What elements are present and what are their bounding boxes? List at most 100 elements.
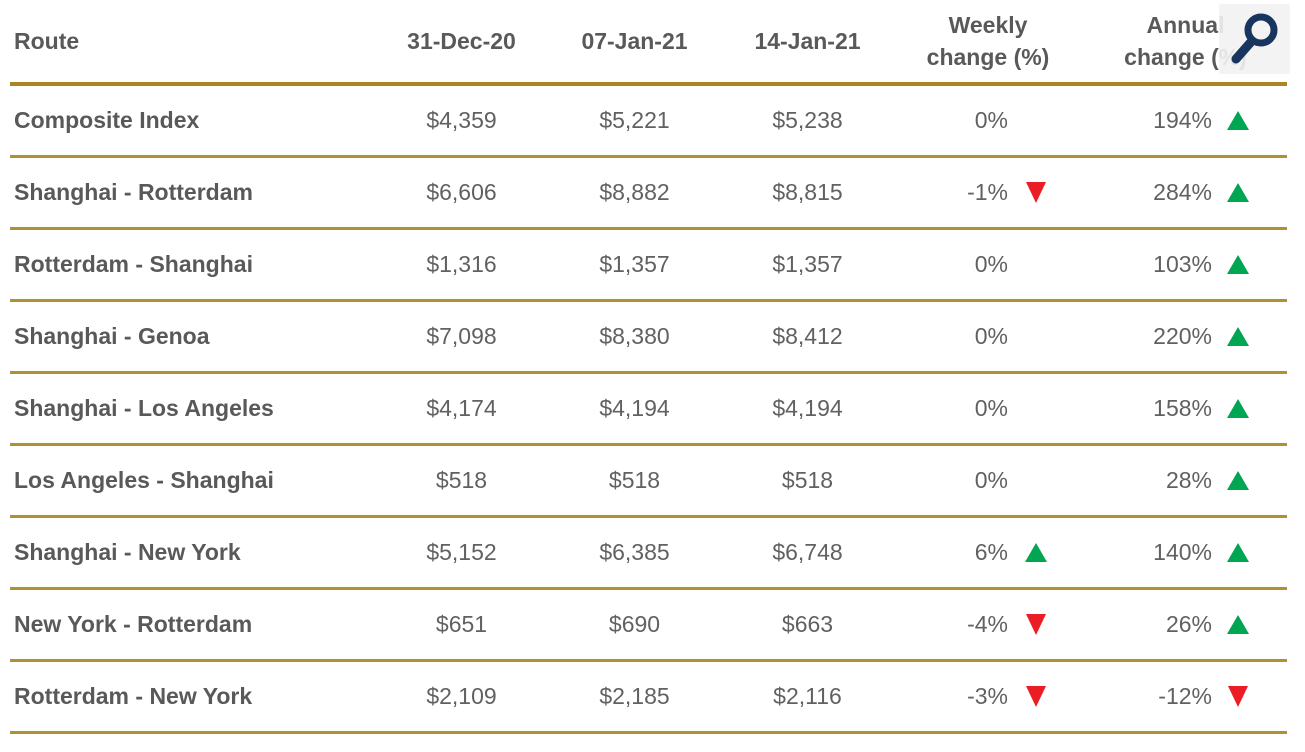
price-cell-3: $518 [781,467,834,493]
route-cell: Shanghai - Rotterdam [14,179,253,205]
weekly-change-cell: 0% [894,251,1060,278]
annual-trend-slot [1227,615,1249,634]
weekly-change-cell: -3% [894,683,1060,710]
weekly-change-cell: 0% [894,323,1060,350]
price-cell-2: $8,380 [599,323,670,349]
route-cell: Rotterdam - Shanghai [14,251,253,277]
price-cell-1: $5,152 [426,539,497,565]
column-header-date-2: 07-Jan-21 [581,27,688,54]
trend-down-icon [1026,614,1046,635]
trend-down-icon [1026,182,1046,203]
table-row: Rotterdam - New York $2,109 $2,185 $2,11… [10,662,1287,734]
weekly-change-cell: 0% [894,107,1060,134]
route-cell: Rotterdam - New York [14,683,253,709]
weekly-change-value: 0% [974,107,1008,133]
price-cell-2: $5,221 [599,107,670,133]
weekly-change-cell: -1% [894,179,1060,206]
trend-up-icon [1025,543,1047,562]
trend-up-icon [1227,543,1249,562]
annual-change-value: 28% [1165,467,1212,493]
price-cell-3: $1,357 [772,251,843,277]
annual-trend-slot [1227,471,1249,490]
price-cell-1: $1,316 [426,251,497,277]
price-cell-2: $2,185 [599,683,670,709]
annual-change-value: 26% [1165,611,1212,637]
annual-change-value: 220% [1153,323,1212,349]
annual-change-cell: 26% [1060,611,1287,638]
weekly-trend-slot [1025,614,1047,635]
trend-down-icon [1228,686,1248,707]
price-cell-2: $690 [608,611,661,637]
price-cell-1: $518 [435,467,488,493]
price-cell-3: $6,748 [772,539,843,565]
column-header-weekly-change: Weekly change (%) [894,9,1060,73]
annual-change-cell: 284% [1060,179,1287,206]
table-row: New York - Rotterdam $651 $690 $663 -4% … [10,590,1287,662]
weekly-header-line1: Weekly [948,12,1028,38]
annual-change-value: 284% [1153,179,1212,205]
trend-down-icon [1026,686,1046,707]
trend-up-icon [1227,471,1249,490]
table-header-row: Route 31-Dec-20 07-Jan-21 14-Jan-21 Week… [10,0,1287,86]
annual-trend-slot [1227,686,1249,707]
price-cell-2: $8,882 [599,179,670,205]
annual-change-value: 140% [1153,539,1212,565]
route-cell: Shanghai - Los Angeles [14,395,274,421]
annual-change-value: -12% [1158,683,1212,709]
table-row: Rotterdam - Shanghai $1,316 $1,357 $1,35… [10,230,1287,302]
trend-up-icon [1227,399,1249,418]
table-row: Shanghai - Los Angeles $4,174 $4,194 $4,… [10,374,1287,446]
price-cell-2: $518 [608,467,661,493]
weekly-change-value: 0% [974,467,1008,493]
price-cell-3: $8,815 [772,179,843,205]
trend-up-icon [1227,183,1249,202]
annual-change-cell: 220% [1060,323,1287,350]
column-header-date-1: 31-Dec-20 [407,27,516,54]
table-body: Composite Index $4,359 $5,221 $5,238 0% … [10,86,1287,734]
weekly-change-value: 0% [974,251,1008,277]
annual-header-line1: Annual [1146,12,1225,38]
route-cell: Composite Index [14,107,200,133]
price-cell-3: $5,238 [772,107,843,133]
table-row: Shanghai - New York $5,152 $6,385 $6,748… [10,518,1287,590]
weekly-trend-slot [1025,543,1047,562]
price-cell-3: $8,412 [772,323,843,349]
weekly-header-line2: change (%) [926,44,1050,70]
annual-trend-slot [1227,543,1249,562]
price-cell-1: $4,359 [426,107,497,133]
weekly-change-cell: 0% [894,467,1060,494]
annual-trend-slot [1227,255,1249,274]
column-header-route: Route [14,27,80,54]
trend-up-icon [1227,615,1249,634]
trend-up-icon [1227,111,1249,130]
price-cell-3: $663 [781,611,834,637]
route-cell: Shanghai - New York [14,539,241,565]
annual-trend-slot [1227,111,1249,130]
annual-trend-slot [1227,327,1249,346]
weekly-change-value: -4% [967,611,1008,637]
weekly-change-cell: -4% [894,611,1060,638]
price-cell-1: $6,606 [426,179,497,205]
price-cell-1: $2,109 [426,683,497,709]
annual-change-cell: -12% [1060,683,1287,710]
route-cell: Los Angeles - Shanghai [14,467,274,493]
annual-change-value: 194% [1153,107,1212,133]
weekly-change-cell: 0% [894,395,1060,422]
trend-up-icon [1227,255,1249,274]
annual-trend-slot [1227,399,1249,418]
price-cell-1: $7,098 [426,323,497,349]
annual-change-value: 158% [1153,395,1212,421]
annual-change-value: 103% [1153,251,1212,277]
search-button[interactable] [1219,4,1290,74]
table-row: Composite Index $4,359 $5,221 $5,238 0% … [10,86,1287,158]
price-cell-3: $2,116 [773,683,842,709]
weekly-trend-slot [1025,686,1047,707]
freight-rates-table: Route 31-Dec-20 07-Jan-21 14-Jan-21 Week… [10,0,1287,734]
annual-change-cell: 28% [1060,467,1287,494]
price-cell-2: $6,385 [599,539,670,565]
weekly-change-value: -3% [967,683,1008,709]
weekly-change-value: 6% [974,539,1008,565]
price-cell-2: $4,194 [599,395,670,421]
annual-change-cell: 194% [1060,107,1287,134]
